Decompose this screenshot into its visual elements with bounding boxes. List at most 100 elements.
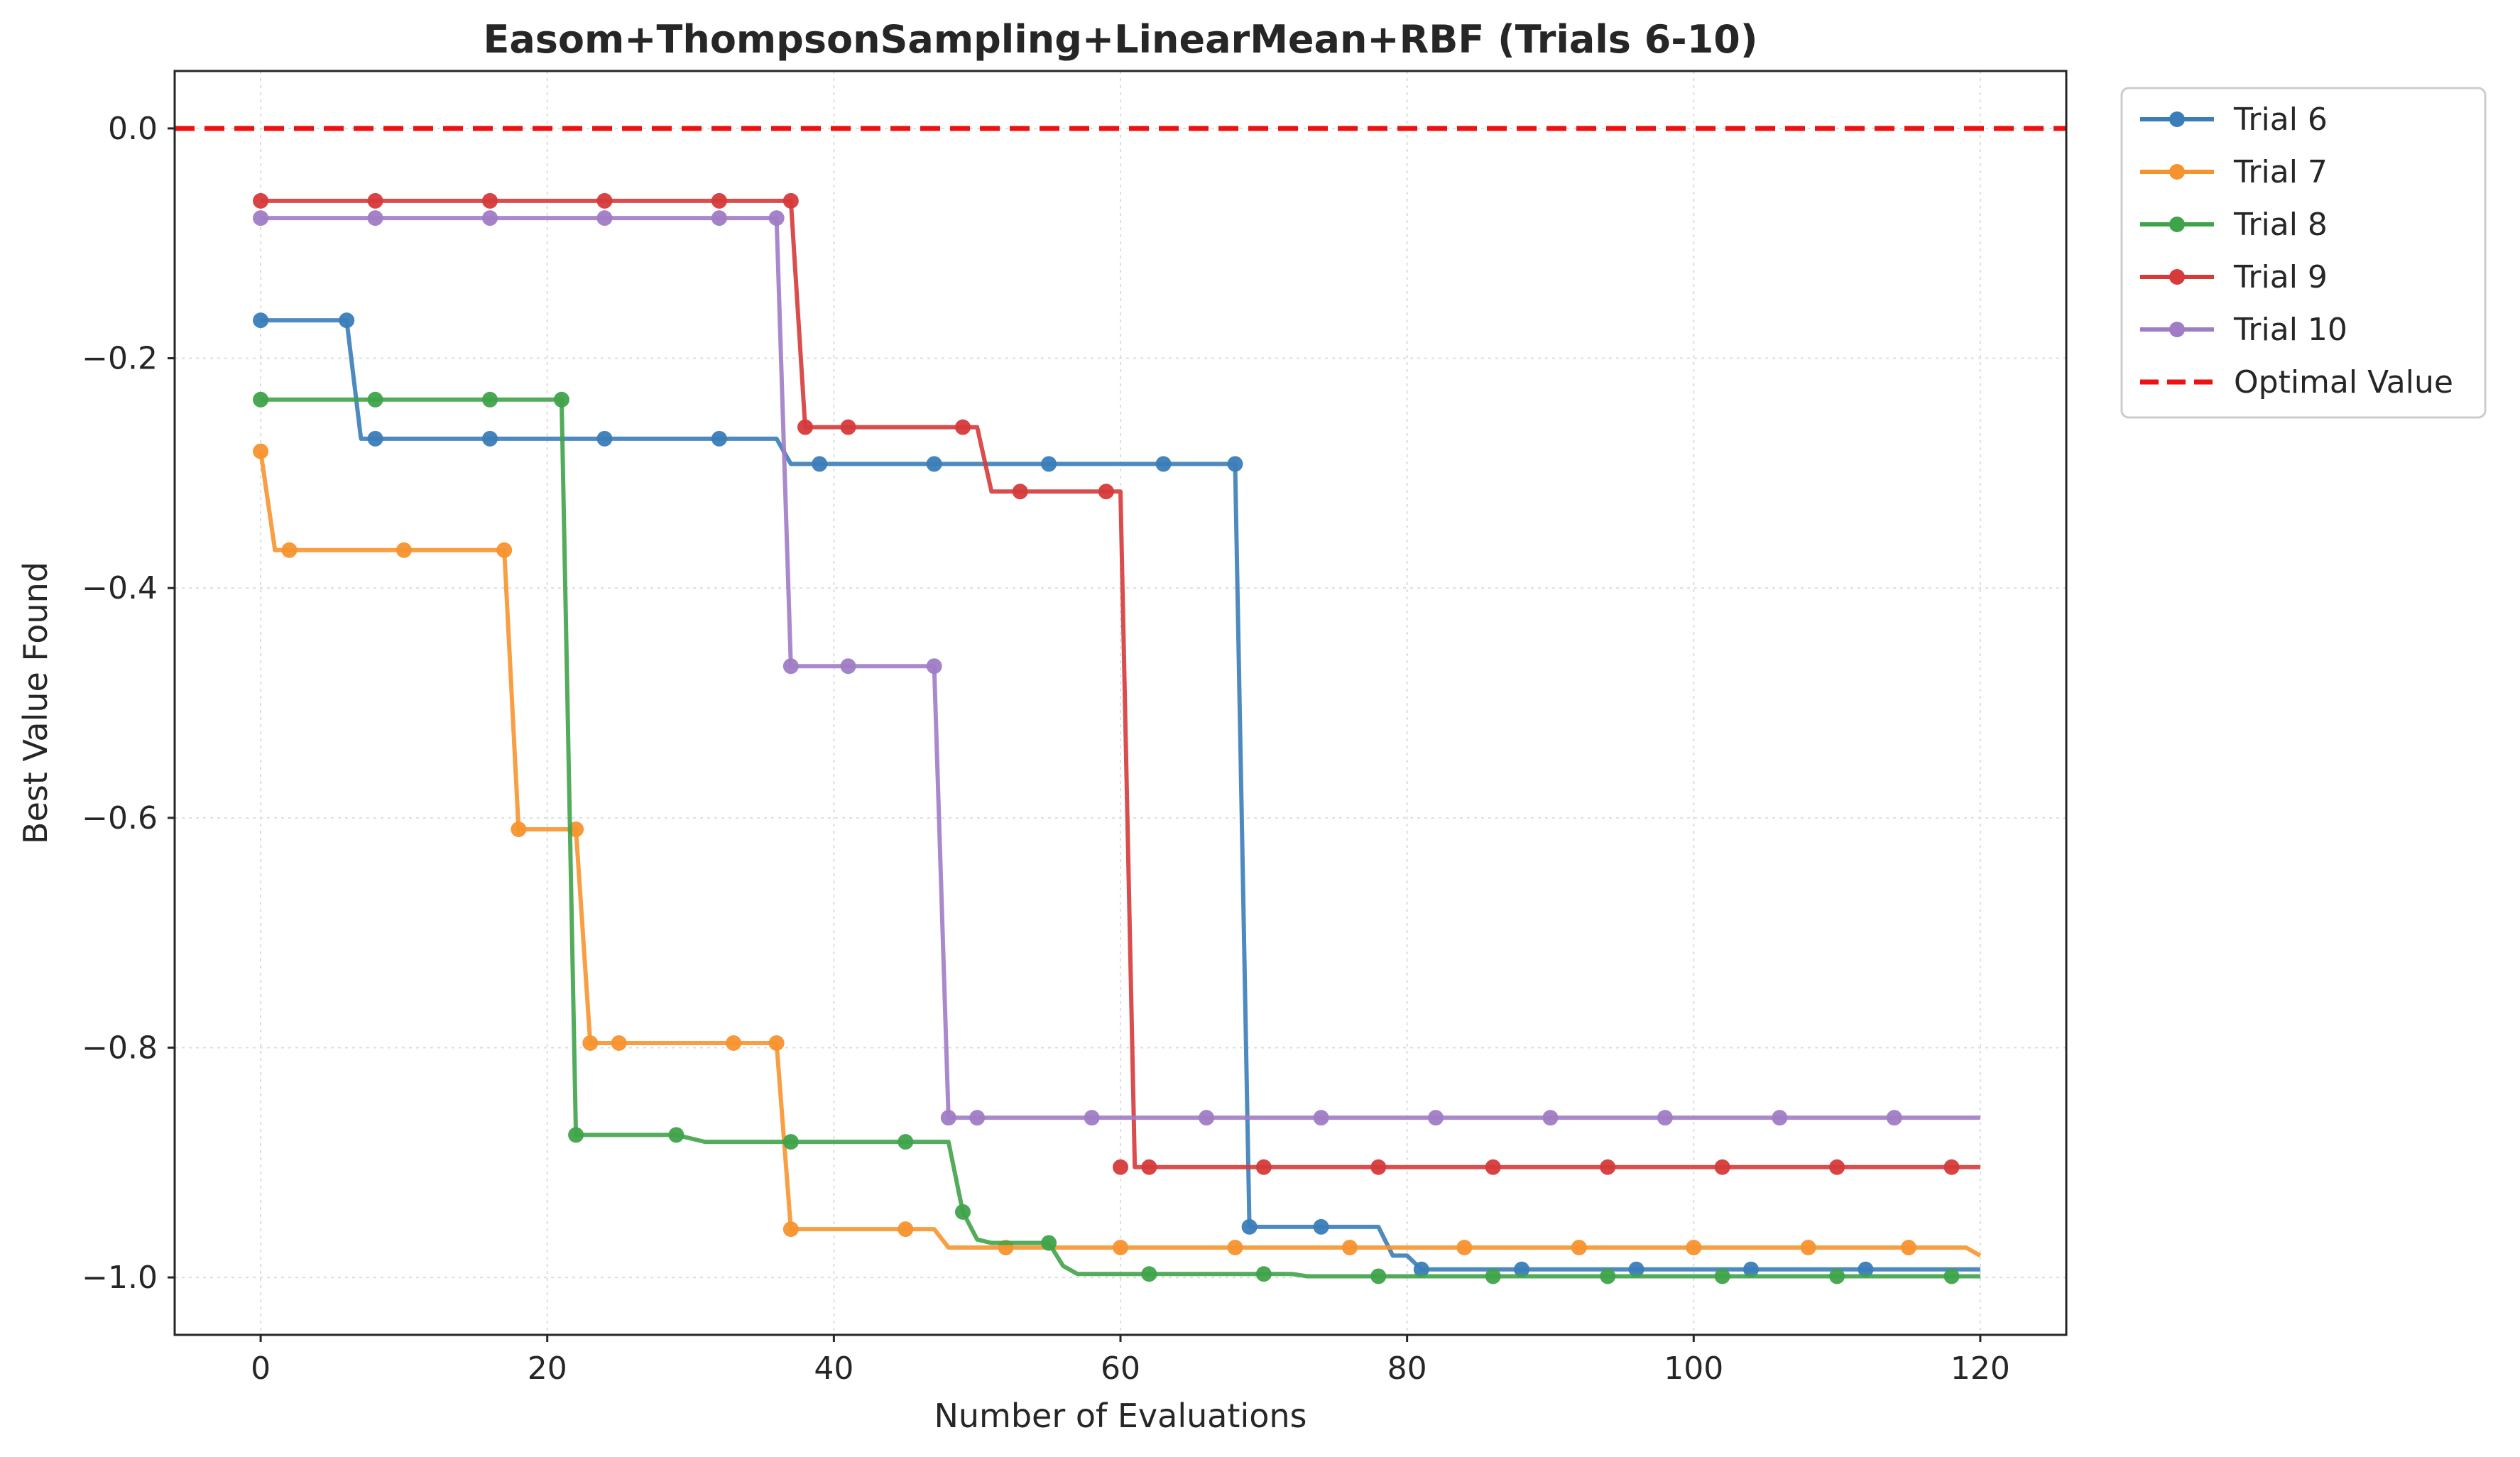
data-point (1041, 456, 1057, 472)
y-axis-ticks: 0.0 −0.2 −0.4 −0.6 −0.8 −1.0 (82, 111, 175, 1296)
data-point (596, 430, 613, 447)
data-point (1485, 1268, 1501, 1284)
data-point (1370, 1159, 1387, 1175)
data-point (1227, 456, 1243, 472)
legend: Trial 6 Trial 7 Trial 8 Trial 9 Trial 10 Opti… (2120, 87, 2487, 419)
data-point (511, 822, 527, 837)
data-point (969, 1110, 986, 1126)
x-tick-label: 120 (1951, 1350, 2010, 1387)
data-point (596, 192, 613, 209)
y-tick-label: −0.6 (82, 800, 158, 836)
data-point (1012, 484, 1028, 500)
series-line (261, 318, 1980, 1272)
data-point (339, 312, 355, 329)
data-point (711, 210, 727, 227)
series-8 (253, 391, 1980, 1284)
data-point (367, 192, 383, 209)
data-point (668, 1127, 684, 1143)
data-point (496, 542, 513, 558)
series-9 (253, 192, 1980, 1175)
data-point (1542, 1110, 1559, 1126)
data-point (1600, 1159, 1616, 1175)
legend-entry: Trial 10 (2140, 312, 2347, 348)
data-point (482, 210, 498, 227)
data-point (482, 192, 498, 209)
data-point (553, 391, 569, 408)
data-point (1084, 1110, 1100, 1126)
data-point (1041, 1235, 1057, 1251)
data-point (253, 391, 269, 408)
data-point (1241, 1218, 1258, 1235)
data-point (812, 456, 828, 472)
data-point (1199, 1110, 1215, 1126)
series-7 (253, 443, 1982, 1257)
data-point (367, 391, 383, 408)
data-point (1714, 1159, 1730, 1175)
data-point (782, 1134, 799, 1150)
legend-entry: Trial 8 (2140, 207, 2328, 243)
legend-label: Trial 6 (2233, 102, 2328, 138)
data-point (1943, 1159, 1960, 1175)
data-point (611, 1035, 627, 1051)
data-point (1313, 1110, 1329, 1126)
data-point (1686, 1240, 1702, 1256)
data-point (1886, 1110, 1902, 1126)
data-point (768, 210, 785, 227)
data-point (1628, 1261, 1644, 1277)
legend-entry: Trial 6 (2140, 102, 2328, 138)
data-point (1514, 1261, 1530, 1277)
data-point (1858, 1261, 1874, 1277)
legend-label: Trial 8 (2233, 207, 2328, 243)
data-point (711, 192, 727, 209)
data-point (1255, 1159, 1272, 1175)
legend-swatch-marker (2169, 111, 2185, 127)
legend-swatch-marker (2169, 217, 2185, 232)
data-point (1943, 1268, 1960, 1284)
x-tick-label: 100 (1664, 1350, 1723, 1387)
legend-label: Trial 7 (2233, 154, 2328, 190)
series-line (261, 216, 1980, 1120)
data-point (782, 658, 799, 675)
data-point (396, 542, 412, 558)
series-line (261, 198, 1980, 1169)
legend-entry: Optimal Value (2140, 364, 2453, 400)
data-point (711, 430, 727, 447)
data-point (1155, 456, 1172, 472)
data-point (926, 456, 942, 472)
chart-title: Easom+ThompsonSampling+LinearMean+RBF (T… (483, 17, 1757, 62)
data-point (1800, 1240, 1816, 1256)
data-point (1829, 1268, 1845, 1284)
data-point (782, 192, 799, 209)
y-tick-label: 0.0 (108, 111, 158, 147)
x-tick-label: 20 (528, 1350, 567, 1387)
legend-label: Trial 9 (2233, 259, 2328, 295)
y-axis-label: Best Value Found (16, 562, 55, 844)
data-point (1772, 1110, 1788, 1126)
data-point (253, 312, 269, 329)
data-point (1227, 1240, 1243, 1256)
x-tick-label: 40 (814, 1350, 853, 1387)
data-point (1255, 1266, 1272, 1282)
data-point (281, 542, 298, 558)
legend-swatch-marker (2169, 322, 2185, 337)
y-tick-label: −1.0 (82, 1260, 158, 1296)
data-point (596, 210, 613, 227)
data-point (568, 1127, 584, 1143)
data-point (955, 419, 971, 435)
data-point (1456, 1240, 1473, 1256)
data-point (768, 1035, 785, 1051)
data-point (955, 1204, 971, 1220)
data-point (582, 1035, 599, 1051)
series-6 (253, 312, 1980, 1277)
data-point (253, 210, 269, 227)
data-point (926, 658, 942, 675)
legend-swatch-marker (2169, 269, 2185, 285)
data-point (840, 419, 856, 435)
x-tick-label: 80 (1387, 1350, 1427, 1387)
data-point (482, 430, 498, 447)
legend-swatch-marker (2169, 164, 2185, 180)
data-point (782, 1221, 799, 1238)
y-tick-label: −0.4 (82, 570, 158, 606)
legend-entry: Trial 9 (2140, 259, 2328, 295)
